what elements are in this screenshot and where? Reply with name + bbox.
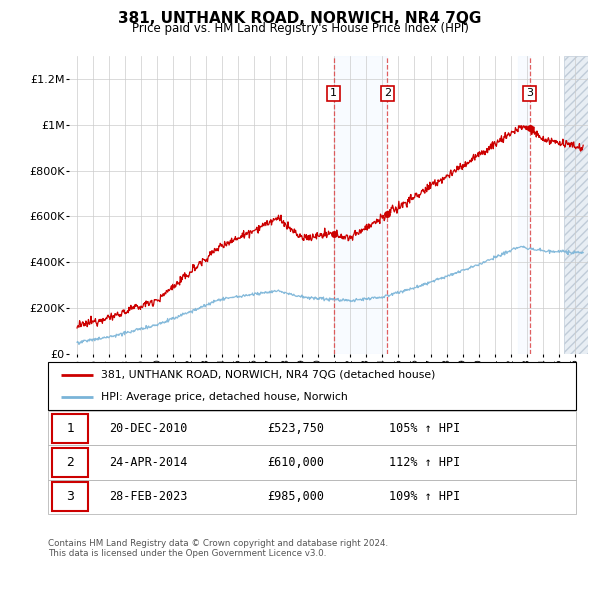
Text: 3: 3 (526, 88, 533, 99)
FancyBboxPatch shape (52, 448, 88, 477)
FancyBboxPatch shape (52, 483, 88, 511)
Text: 1: 1 (66, 422, 74, 435)
Text: HPI: Average price, detached house, Norwich: HPI: Average price, detached house, Norw… (101, 392, 347, 402)
Bar (564, 56, 588, 354)
Text: £610,000: £610,000 (267, 456, 324, 469)
Text: Contains HM Land Registry data © Crown copyright and database right 2024.: Contains HM Land Registry data © Crown c… (48, 539, 388, 548)
Bar (518, 56, 530, 354)
FancyBboxPatch shape (48, 362, 576, 410)
Text: 109% ↑ HPI: 109% ↑ HPI (389, 490, 460, 503)
FancyBboxPatch shape (48, 411, 576, 445)
Text: 3: 3 (66, 490, 74, 503)
FancyBboxPatch shape (52, 414, 88, 442)
Text: 2: 2 (384, 88, 391, 99)
FancyBboxPatch shape (48, 480, 576, 514)
Text: 20-DEC-2010: 20-DEC-2010 (109, 422, 187, 435)
FancyBboxPatch shape (48, 445, 576, 480)
Text: 381, UNTHANK ROAD, NORWICH, NR4 7QG: 381, UNTHANK ROAD, NORWICH, NR4 7QG (118, 11, 482, 25)
Text: £985,000: £985,000 (267, 490, 324, 503)
Text: 2: 2 (66, 456, 74, 469)
Text: 28-FEB-2023: 28-FEB-2023 (109, 490, 187, 503)
Text: 112% ↑ HPI: 112% ↑ HPI (389, 456, 460, 469)
Text: This data is licensed under the Open Government Licence v3.0.: This data is licensed under the Open Gov… (48, 549, 326, 558)
Text: 381, UNTHANK ROAD, NORWICH, NR4 7QG (detached house): 381, UNTHANK ROAD, NORWICH, NR4 7QG (det… (101, 370, 435, 380)
Text: 1: 1 (330, 88, 337, 99)
Bar (334, 56, 388, 354)
Text: £523,750: £523,750 (267, 422, 324, 435)
Text: Price paid vs. HM Land Registry's House Price Index (HPI): Price paid vs. HM Land Registry's House … (131, 22, 469, 35)
Text: 105% ↑ HPI: 105% ↑ HPI (389, 422, 460, 435)
Text: 24-APR-2014: 24-APR-2014 (109, 456, 187, 469)
